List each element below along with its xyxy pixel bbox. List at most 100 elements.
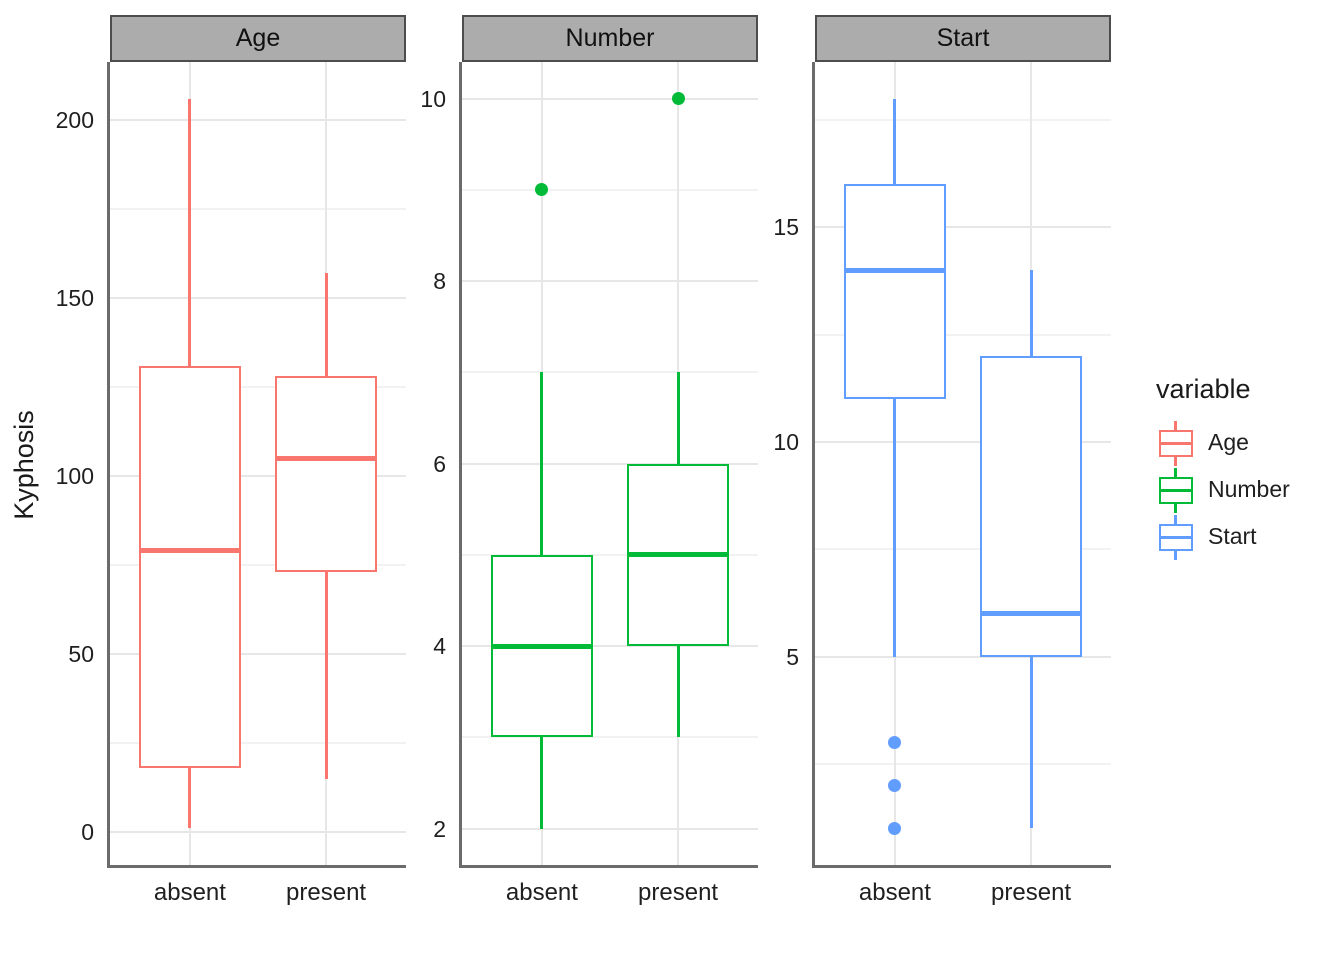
whisker-lower — [1029, 656, 1033, 829]
outlier-dot — [888, 822, 902, 835]
legend-label-start: Start — [1208, 523, 1257, 549]
whisker-lower — [324, 572, 328, 779]
y-tick-label: 6 — [433, 450, 446, 477]
median-line — [843, 267, 946, 273]
x-tick-label-absent: absent — [505, 879, 578, 906]
whisker-lower — [188, 767, 192, 829]
median-line — [275, 455, 378, 461]
legend-label-age: Age — [1208, 429, 1249, 455]
gridline-minor — [110, 742, 406, 745]
gridline-major — [462, 280, 758, 282]
gridline-minor — [110, 563, 406, 566]
y-tick-label: 10 — [420, 85, 446, 112]
whisker-upper — [893, 98, 897, 185]
legend-key-number-boxplot-icon — [1156, 467, 1196, 513]
gridline-minor — [462, 553, 758, 556]
y-tick-label: 2 — [433, 815, 446, 842]
whisker-upper — [540, 372, 544, 555]
median-line — [627, 552, 730, 558]
legend-title: variable — [1156, 374, 1251, 404]
key-whisker-top — [1174, 420, 1177, 430]
gridline-major — [462, 97, 758, 100]
y-tick-label: 5 — [786, 643, 799, 670]
key-whisker-bottom — [1174, 456, 1177, 466]
panel-start — [815, 62, 1111, 865]
gridline-major — [110, 831, 406, 834]
gridline-major — [110, 653, 406, 655]
y-tick-label: 0 — [81, 819, 94, 846]
x-tick-label-absent: absent — [153, 879, 226, 906]
gridline-major — [110, 474, 406, 477]
gridline-minor — [815, 763, 1111, 766]
axis-line-y — [107, 62, 110, 865]
median-line — [980, 611, 1083, 617]
legend-entry-number: Number — [1156, 466, 1341, 513]
gridline-minor — [815, 118, 1111, 121]
legend-key-age-boxplot-icon — [1156, 420, 1196, 466]
gridline-major — [815, 655, 1111, 658]
legend: variable Age Number Start — [1156, 374, 1341, 560]
box — [980, 356, 1083, 657]
outlier-dot — [671, 92, 685, 105]
key-whisker-top — [1174, 514, 1177, 524]
y-tick-label: 100 — [55, 462, 94, 489]
key-median — [1161, 441, 1191, 445]
median-line — [490, 643, 593, 649]
whisker-upper — [188, 98, 192, 366]
gridline-major — [110, 118, 406, 121]
y-tick-label: 200 — [55, 106, 94, 133]
legend-entries: Age Number Start — [1156, 419, 1341, 560]
axis-line-x — [812, 865, 1111, 868]
y-tick-label: 50 — [68, 641, 94, 667]
key-whisker-bottom — [1174, 550, 1177, 560]
gridline-minor — [110, 385, 406, 388]
y-tick-label: 4 — [433, 633, 446, 659]
whisker-lower — [893, 399, 897, 657]
box — [138, 365, 241, 768]
axis-line-x — [107, 865, 406, 868]
outlier-dot — [535, 183, 549, 197]
facet-strip-start: Start — [815, 15, 1111, 62]
y-tick-label: 150 — [55, 284, 94, 311]
axis-line-y — [812, 62, 815, 865]
x-tick-label-present: present — [638, 879, 719, 906]
facet-strip-age: Age — [110, 15, 406, 62]
whisker-lower — [540, 737, 544, 829]
x-tick-label-present: present — [991, 879, 1072, 906]
legend-label-number: Number — [1208, 476, 1290, 502]
gridline-major — [462, 827, 758, 830]
gridline-major — [462, 645, 758, 647]
gridline-major — [815, 441, 1111, 444]
axis-line-y — [459, 62, 462, 865]
panel-number — [462, 62, 758, 865]
gridline-minor — [815, 333, 1111, 336]
gridline-major — [815, 226, 1111, 229]
legend-key-start-boxplot-icon — [1156, 514, 1196, 560]
gridline-minor — [462, 188, 758, 191]
gridline-minor — [462, 371, 758, 374]
key-median — [1161, 535, 1191, 539]
panel-age — [110, 62, 406, 865]
box — [843, 184, 946, 400]
whisker-lower — [676, 646, 680, 738]
key-whisker-bottom — [1174, 503, 1177, 513]
x-tick-label-absent: absent — [858, 879, 931, 906]
x-tick-label-present: present — [286, 879, 367, 906]
gridline-minor — [110, 207, 406, 210]
gridline-minor — [815, 548, 1111, 551]
median-line — [138, 548, 241, 554]
axis-line-x — [459, 865, 758, 868]
outlier-dot — [888, 736, 902, 750]
outlier-dot — [888, 779, 902, 793]
gridline-minor — [462, 736, 758, 739]
whisker-upper — [1029, 270, 1033, 357]
whisker-upper — [324, 272, 328, 377]
gridline-major — [462, 462, 758, 465]
box — [275, 376, 378, 573]
y-tick-label: 8 — [433, 268, 446, 294]
legend-entry-age: Age — [1156, 419, 1341, 466]
key-whisker-top — [1174, 467, 1177, 477]
facet-strip-number: Number — [462, 15, 758, 62]
y-tick-label: 10 — [773, 429, 799, 456]
